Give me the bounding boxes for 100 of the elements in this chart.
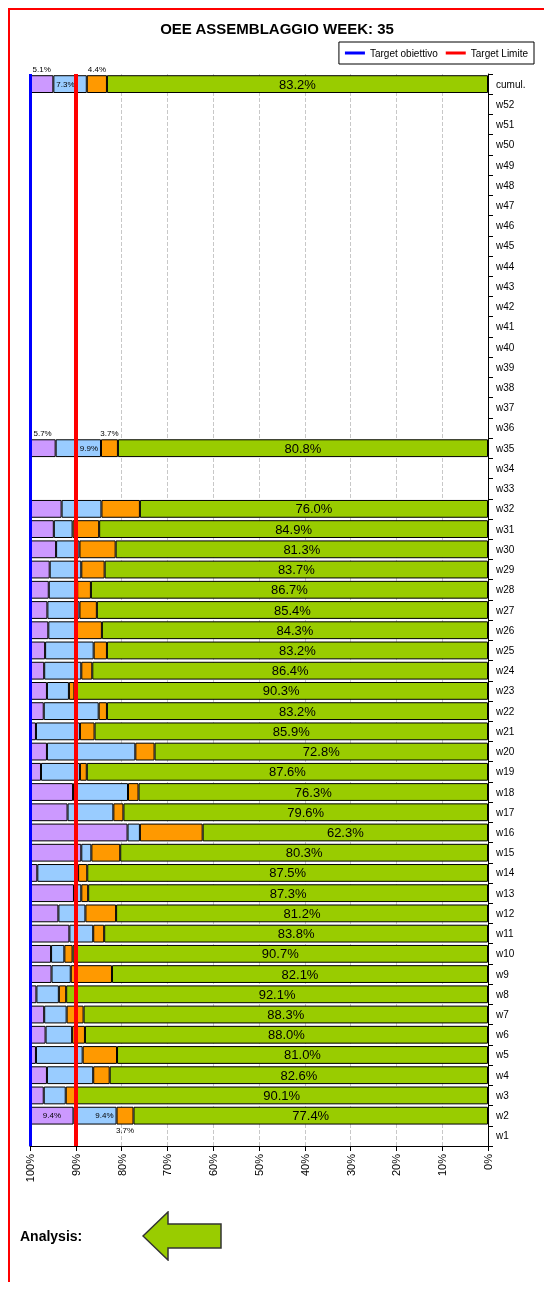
legend-label: Target Limite (470, 47, 529, 59)
y-tick-label: cumul. (496, 78, 526, 90)
data-label: 84.3% (276, 622, 314, 638)
data-label: 85.9% (272, 723, 311, 739)
y-tick-label: w25 (495, 644, 515, 656)
legend-label: Target obiettivo (369, 47, 439, 59)
data-label: 5.1% (32, 64, 51, 74)
y-tick-label: w23 (495, 685, 515, 697)
data-label: 84.9% (275, 521, 313, 537)
data-label: 81.3% (283, 541, 321, 557)
data-label: 87.5% (269, 865, 307, 881)
data-label: 82.1% (281, 966, 319, 982)
data-label: 72.8% (302, 744, 341, 760)
y-tick-label: w32 (495, 503, 515, 515)
x-tick-label: 10% (436, 1153, 449, 1177)
y-tick-label: w39 (495, 361, 515, 373)
data-label: 86.4% (271, 663, 310, 679)
y-tick-label: w51 (495, 119, 515, 131)
y-tick-label: w3 (495, 1089, 510, 1101)
y-tick-label: w20 (495, 746, 515, 758)
data-label: 83.2% (279, 642, 317, 658)
data-label: 92.1% (258, 986, 296, 1002)
y-tick-label: w45 (495, 240, 515, 252)
y-tick-label: w16 (495, 826, 515, 838)
x-tick-label: 0% (482, 1153, 494, 1170)
y-tick-label: w30 (495, 543, 515, 555)
y-tick-label: w17 (495, 806, 515, 818)
y-tick-label: w49 (495, 159, 515, 171)
data-label: 77.4% (292, 1108, 330, 1124)
data-label: 4.4% (87, 64, 106, 74)
data-label: 9.4% (42, 1111, 62, 1121)
y-tick-label: w11 (495, 928, 515, 940)
data-label: 90.7% (261, 946, 300, 962)
y-tick-label: w4 (495, 1069, 510, 1081)
data-label: 76.0% (295, 501, 333, 517)
data-label: 87.3% (269, 885, 307, 901)
y-tick-label: w40 (495, 341, 515, 353)
y-tick-label: w9 (495, 968, 510, 980)
y-tick-label: w29 (495, 564, 515, 576)
data-label: 87.6% (268, 764, 307, 780)
x-tick-label: 80% (115, 1153, 128, 1177)
y-tick-label: w36 (495, 422, 515, 434)
y-tick-label: w26 (495, 624, 515, 636)
chart-title: OEE ASSEMBLAGGIO WEEK: 35 (160, 20, 394, 37)
data-label: 85.4% (274, 602, 312, 618)
y-tick-label: w8 (495, 988, 510, 1000)
data-label: 79.6% (287, 804, 325, 820)
data-label: 80.8% (284, 440, 322, 456)
data-label: 82.6% (280, 1067, 318, 1083)
y-tick-label: w35 (495, 442, 515, 454)
y-tick-label: w37 (495, 402, 515, 414)
y-tick-label: w21 (495, 725, 515, 737)
x-tick-label: 20% (390, 1153, 403, 1177)
data-label: 3.7% (115, 1126, 135, 1136)
y-tick-label: w50 (495, 139, 515, 151)
x-tick-label: 70% (161, 1153, 174, 1177)
data-label: 83.2% (279, 703, 317, 719)
y-tick-label: w2 (495, 1110, 510, 1122)
bar (30, 884, 74, 903)
y-tick-label: w44 (495, 260, 515, 272)
data-label: 83.2% (279, 76, 317, 92)
data-label: 86.7% (271, 582, 309, 598)
y-tick-label: w19 (495, 766, 515, 778)
y-tick-label: w34 (495, 462, 515, 474)
x-tick-label: 90% (69, 1153, 82, 1177)
y-tick-label: w12 (495, 907, 515, 919)
y-tick-label: w13 (495, 887, 515, 899)
data-label: 62.3% (326, 824, 365, 840)
y-tick-label: w42 (495, 301, 515, 313)
y-tick-label: w27 (495, 604, 515, 616)
data-label: 88.0% (268, 1027, 306, 1043)
text: Analysis: (20, 1228, 83, 1244)
y-tick-label: w14 (495, 867, 515, 879)
y-tick-label: w24 (495, 665, 515, 677)
data-label: 7.3% (56, 79, 75, 89)
data-label: 9.4% (95, 1111, 114, 1121)
y-tick-label: w6 (495, 1029, 510, 1041)
y-tick-label: w52 (495, 98, 515, 110)
y-tick-label: w31 (495, 523, 515, 535)
data-label: 80.3% (285, 845, 323, 861)
data-label: 76.3% (294, 784, 333, 800)
y-tick-label: w18 (495, 786, 515, 798)
data-label: 88.3% (267, 1007, 305, 1023)
x-tick-label: 60% (207, 1153, 220, 1177)
y-tick-label: w47 (495, 199, 515, 211)
y-tick-label: w10 (495, 948, 515, 960)
y-tick-label: w38 (495, 382, 515, 394)
y-tick-label: w28 (495, 584, 515, 596)
x-tick-label: 40% (298, 1153, 311, 1177)
y-tick-label: w1 (495, 1130, 510, 1142)
y-tick-label: w33 (495, 483, 515, 495)
data-label: 9.9% (79, 443, 98, 453)
y-tick-label: w48 (495, 179, 515, 191)
data-label: 81.2% (283, 905, 321, 921)
x-tick-label: 100% (24, 1153, 36, 1183)
data-label: 90.3% (262, 683, 301, 699)
data-label: 90.1% (263, 1087, 301, 1103)
y-tick-label: w7 (495, 1009, 510, 1021)
y-tick-label: w15 (495, 847, 515, 859)
y-tick-label: w43 (495, 280, 515, 292)
